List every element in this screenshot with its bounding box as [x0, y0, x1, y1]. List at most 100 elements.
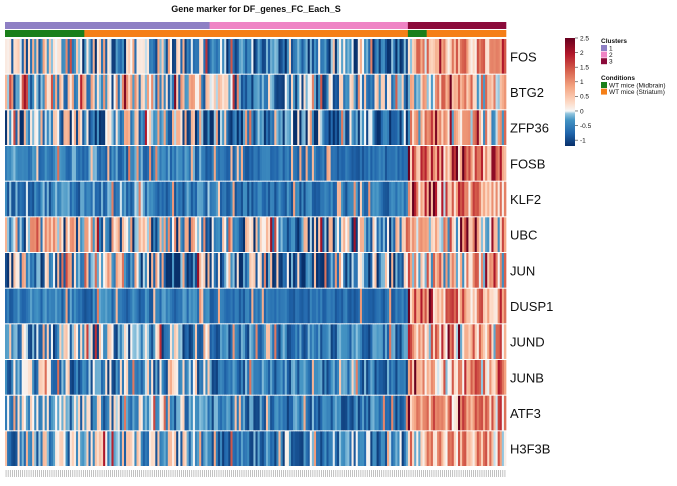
heatmap-cell [483, 324, 486, 359]
heatmap-cell [468, 110, 471, 145]
heatmap-cell [351, 181, 354, 217]
heatmap-cell [330, 39, 334, 74]
heatmap-cell [453, 181, 457, 217]
heatmap-cell [59, 110, 62, 145]
heatmap-cell [272, 360, 275, 395]
heatmap-cell [134, 360, 137, 395]
heatmap-cell [199, 146, 202, 181]
heatmap-cell [245, 74, 248, 110]
conditions-legend: Conditions WT mice (Midbrain)WT mice (St… [601, 75, 666, 96]
heatmap-cell [157, 146, 160, 181]
heatmap-cell [190, 431, 194, 466]
heatmap-cell [46, 431, 50, 466]
heatmap-cell [247, 395, 250, 431]
heatmap-cell [474, 110, 478, 145]
heatmap-cell [90, 181, 94, 217]
heatmap-cell [476, 360, 480, 395]
heatmap-cell [286, 360, 290, 395]
heatmap-cell [399, 110, 402, 145]
heatmap-cell [230, 395, 233, 431]
heatmap-cell [42, 146, 46, 181]
heatmap-cell [424, 360, 428, 395]
heatmap-cell [368, 74, 371, 110]
heatmap-cell [94, 217, 98, 252]
heatmap-cell [462, 431, 465, 466]
heatmap-cell [389, 253, 392, 288]
heatmap-cell [63, 324, 66, 359]
heatmap-cell [336, 324, 340, 359]
heatmap-cell [395, 39, 398, 74]
heatmap-cell [203, 110, 206, 145]
heatmap-cell [290, 324, 294, 359]
heatmap-cell [115, 39, 119, 74]
heatmap-cell [163, 431, 167, 466]
heatmap-cell [17, 217, 20, 252]
heatmap-cell [119, 74, 123, 110]
heatmap-cell [290, 39, 294, 74]
heatmap-cell [107, 288, 110, 324]
heatmap-cell [301, 217, 304, 252]
heatmap-cell [374, 288, 377, 324]
heatmap-cell [59, 217, 62, 252]
heatmap-cell [491, 360, 494, 395]
cluster-segment-1 [5, 22, 210, 29]
heatmap-cell [301, 324, 304, 359]
row-label-jun: JUN [510, 263, 535, 278]
heatmap-cell [140, 395, 144, 431]
heatmap-cell [399, 74, 402, 110]
heatmap-cell [184, 39, 187, 74]
heatmap-cell [169, 110, 173, 145]
heatmap-cell [117, 324, 121, 359]
heatmap-cell [63, 146, 66, 181]
heatmap-cell [453, 288, 457, 324]
heatmap-cell [215, 146, 219, 181]
heatmap-cell [389, 217, 392, 252]
heatmap-cell [478, 146, 482, 181]
heatmap-cell [203, 39, 206, 74]
heatmap-cell [324, 146, 327, 181]
heatmap-cell [270, 431, 273, 466]
heatmap-cell [347, 74, 350, 110]
heatmap-cell [393, 74, 396, 110]
heatmap-cell [30, 324, 33, 359]
heatmap-cell [336, 181, 340, 217]
heatmap-cell [86, 74, 89, 110]
heatmap-cell [416, 431, 419, 466]
heatmap-cell [88, 217, 91, 252]
heatmap-cell [276, 181, 279, 217]
heatmap-cell [71, 146, 75, 181]
heatmap-cell [437, 431, 440, 466]
heatmap-cell [40, 39, 43, 74]
heatmap-cell [295, 395, 298, 431]
heatmap-cell [220, 324, 223, 359]
heatmap-cell [157, 110, 160, 145]
heatmap-cell [30, 110, 33, 145]
heatmap-cell [288, 146, 292, 181]
heatmap-cell [245, 181, 248, 217]
heatmap-cell [466, 39, 469, 74]
heatmap-cell [295, 217, 298, 252]
heatmap-cell [40, 110, 43, 145]
heatmap-cell [59, 324, 62, 359]
heatmap-cell [489, 288, 492, 324]
heatmap-cell [42, 324, 46, 359]
heatmap-cell [174, 324, 177, 359]
heatmap-cell [113, 253, 116, 288]
heatmap-cell [276, 217, 279, 252]
heatmap-cell [437, 217, 440, 252]
heatmap-cell [21, 431, 25, 466]
heatmap-cell [249, 217, 252, 252]
heatmap-cell [274, 288, 277, 324]
heatmap-cell [432, 181, 436, 217]
heatmap-cell [136, 360, 139, 395]
heatmap-cell [364, 288, 367, 324]
heatmap-cell [376, 360, 380, 395]
heatmap-cell [391, 217, 394, 252]
heatmap-cell [412, 324, 415, 359]
heatmap-cell [119, 181, 123, 217]
heatmap-cell [391, 39, 394, 74]
heatmap-cell [105, 181, 108, 217]
heatmap-cell [188, 324, 192, 359]
heatmap-cell [297, 395, 300, 431]
heatmap-cell [63, 39, 66, 74]
